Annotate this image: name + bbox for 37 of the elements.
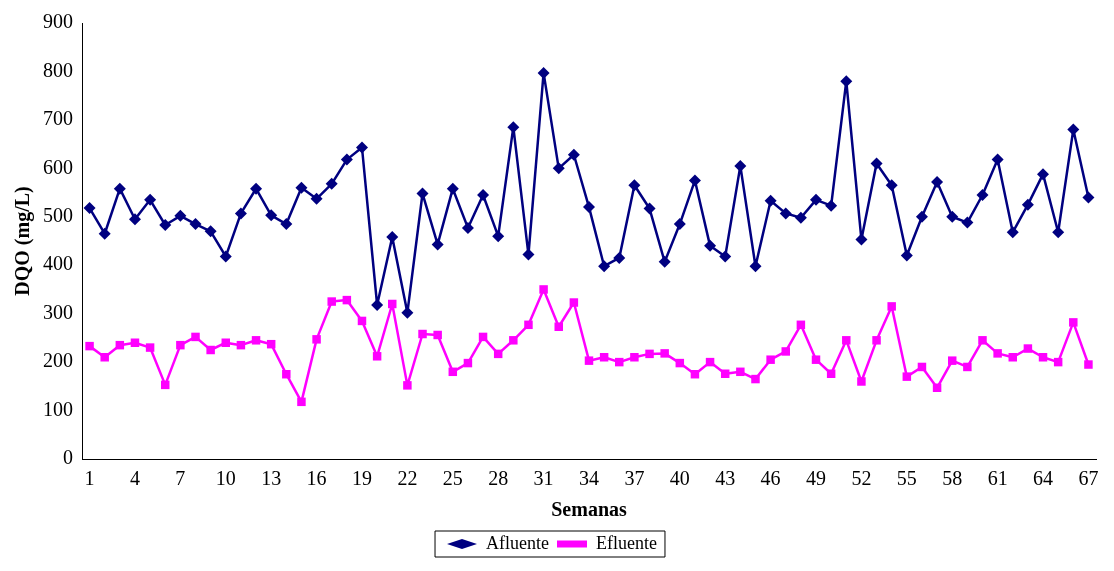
legend-label: Efluente bbox=[596, 532, 657, 553]
y-tick-label: 100 bbox=[43, 397, 73, 420]
x-tick-label: 40 bbox=[669, 467, 690, 490]
x-tick-label: 64 bbox=[1033, 467, 1054, 490]
y-axis-title: DQO (mg/L) bbox=[11, 186, 35, 296]
y-tick-label: 800 bbox=[43, 58, 73, 81]
x-tick-label: 46 bbox=[760, 467, 781, 490]
y-tick-label: 0 bbox=[63, 446, 73, 469]
x-tick-label: 19 bbox=[351, 467, 372, 490]
legend-label: Afluente bbox=[486, 532, 550, 553]
x-tick-label: 52 bbox=[851, 467, 872, 490]
x-tick-label: 43 bbox=[715, 467, 736, 490]
y-tick-label: 300 bbox=[43, 300, 73, 323]
x-tick-label: 1 bbox=[84, 467, 95, 490]
x-tick-label: 16 bbox=[306, 467, 327, 490]
x-tick-label: 4 bbox=[129, 467, 140, 490]
x-tick-label: 25 bbox=[442, 467, 463, 490]
x-tick-label: 31 bbox=[533, 467, 554, 490]
y-tick-label: 900 bbox=[43, 10, 73, 33]
y-tick-label: 400 bbox=[43, 252, 73, 275]
x-tick-label: 7 bbox=[175, 467, 186, 490]
x-tick-label: 37 bbox=[624, 467, 645, 490]
x-tick-label: 61 bbox=[987, 467, 1008, 490]
x-tick-label: 49 bbox=[806, 467, 827, 490]
y-tick-label: 500 bbox=[43, 204, 73, 227]
y-tick-label: 600 bbox=[43, 155, 73, 178]
x-tick-label: 67 bbox=[1078, 467, 1099, 490]
x-tick-label: 58 bbox=[942, 467, 963, 490]
x-tick-label: 55 bbox=[896, 467, 917, 490]
x-tick-label: 13 bbox=[261, 467, 282, 490]
x-tick-label: 22 bbox=[397, 467, 418, 490]
y-tick-label: 700 bbox=[43, 107, 73, 130]
y-tick-label: 200 bbox=[43, 349, 73, 372]
x-axis-title: Semanas bbox=[551, 498, 627, 521]
x-tick-label: 34 bbox=[579, 467, 599, 490]
x-tick-label: 10 bbox=[215, 467, 236, 490]
x-tick-label: 28 bbox=[488, 467, 509, 490]
